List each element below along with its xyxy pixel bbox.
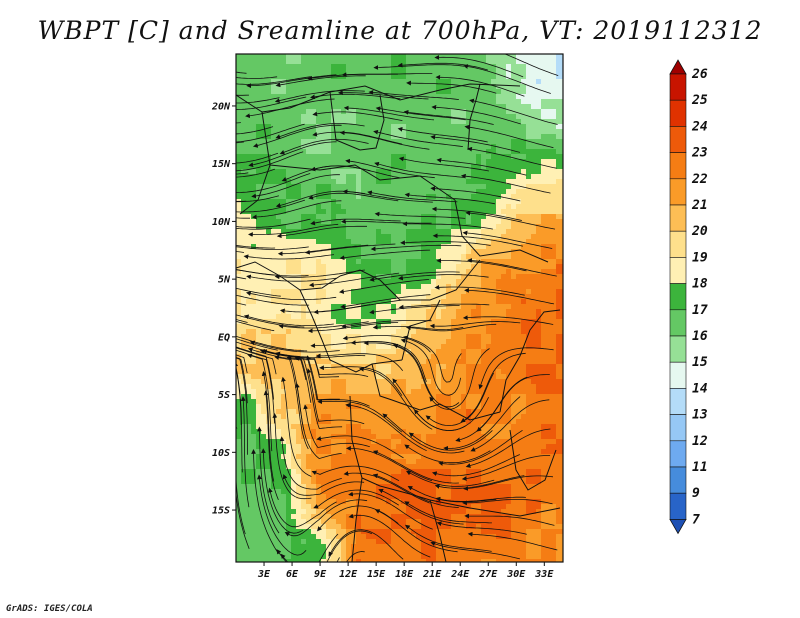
lon-tick-label: 9E [314, 569, 327, 580]
map-axes: 20N 15N 10N 5N EQ 5S 10S 15S 3E 6E 9E 12E 15E 18E 21E 2… [211, 101, 554, 580]
plot-frame [235, 53, 564, 563]
colorbar-swatch [669, 283, 687, 311]
lon-tick-label: 6E [286, 569, 299, 580]
colorbar-label: 19 [692, 250, 708, 265]
colorbar-swatch [669, 388, 687, 415]
lat-tick-label: 5S [218, 390, 230, 401]
lat-tick-label: 10S [212, 448, 230, 459]
colorbar-swatch [669, 414, 687, 442]
colorbar-swatch [669, 204, 687, 232]
colorbar-label: 24 [691, 119, 708, 134]
lat-tick-label: 10N [212, 217, 231, 228]
lon-tick-label: 12E [339, 569, 358, 580]
colorbar-swatch [669, 309, 687, 337]
colorbar-swatch [669, 230, 687, 258]
colorbar-label: 16 [692, 329, 708, 344]
colorbar-top-arrow [669, 59, 687, 75]
colorbar-label: 21 [691, 198, 708, 213]
colorbar-label: 22 [691, 172, 708, 187]
lon-tick-label: 21E [422, 569, 442, 580]
colorbar-label: 23 [691, 146, 708, 161]
lon-tick-label: 30E [506, 569, 526, 580]
colorbar-label: 13 [692, 408, 708, 423]
colorbar: 26 25 24 23 22 21 20 19 18 17 16 15 14 13 12 11 9 7 [669, 59, 708, 535]
colorbar-swatch [669, 257, 687, 284]
colorbar-swatch [669, 99, 687, 127]
lon-tick-label: 3E [257, 569, 271, 580]
lat-tick-label: 20N [211, 101, 231, 112]
colorbar-label: 14 [692, 381, 708, 396]
colorbar-label: 11 [692, 460, 708, 475]
lon-tick-label: 24E [450, 569, 470, 580]
colorbar-swatch [669, 73, 687, 101]
lat-tick-label: 5N [218, 275, 231, 286]
colorbar-bottom-arrow [669, 519, 687, 535]
lon-tick-label: 27E [478, 569, 498, 580]
lon-tick-label: 18E [395, 569, 414, 580]
colorbar-label: 12 [692, 434, 708, 449]
colorbar-swatch [669, 152, 687, 180]
lat-tick-label: 15S [212, 506, 230, 517]
colorbar-label: 20 [691, 224, 708, 239]
colorbar-swatch [669, 466, 687, 494]
map-title: WBPT [C] and Sreamline at 700hPa, VT: 20… [37, 16, 763, 45]
colorbar-label: 17 [692, 303, 708, 318]
colorbar-swatch [669, 126, 687, 153]
lon-tick-label: 15E [367, 569, 386, 580]
colorbar-label: 9 [692, 486, 700, 501]
colorbar-swatch [669, 335, 687, 363]
country-borders [236, 83, 561, 562]
credit-label: GrADS: IGES/COLA [6, 604, 93, 614]
lat-tick-label: 15N [212, 159, 231, 170]
colorbar-label: 25 [691, 93, 708, 108]
colorbar-swatch [669, 361, 687, 389]
lon-tick-label: 33E [534, 569, 554, 580]
colorbar-label: 7 [692, 512, 700, 527]
colorbar-label: 15 [692, 355, 708, 370]
colorbar-label: 26 [691, 67, 708, 82]
colorbar-swatch [669, 178, 687, 206]
colorbar-swatch [669, 492, 687, 520]
colorbar-swatch [669, 440, 687, 468]
colorbar-label: 18 [692, 277, 708, 292]
lat-tick-label: EQ [218, 332, 230, 343]
